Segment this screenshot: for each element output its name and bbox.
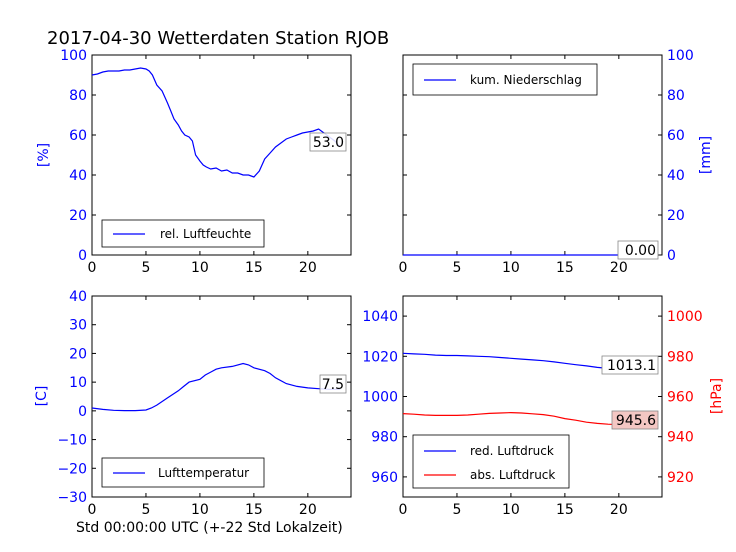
precip-value-label: 0.00 [625,243,656,259]
temperature-x-tick-label: 15 [245,502,263,518]
humidity-y-tick-label: 100 [60,48,87,64]
pressure-abs-series-line [402,411,652,426]
humidity-legend-label: rel. Luftfeuchte [160,227,251,241]
pressure-red-value-label: 1013.1 [607,358,656,374]
precip-value-box [617,240,659,260]
humidity-value-label: 53.0 [313,135,344,151]
humidity-y-tick-label: 20 [69,208,87,224]
temperature-y-tick-label: −10 [57,433,87,449]
precip-y-tick-label-right: 80 [667,88,685,104]
humidity-plot-frame [91,54,352,256]
temperature-series-line [91,362,341,412]
temperature-y-tick-label: −20 [57,461,87,477]
pressure-y-tick-label-right: 1000 [667,309,703,325]
temperature-y-tick-label: 0 [78,404,87,420]
temperature-value-box [319,374,347,394]
precip-x-tick-label: 5 [452,260,461,276]
humidity-x-tick-label: 5 [141,260,150,276]
temperature-plot-frame [91,295,352,498]
pressure-y-tick-label: 1040 [362,309,398,325]
precip-x-tick-label: 20 [610,260,628,276]
precip-y-tick-label-right: 0 [667,248,676,264]
precip-y-tick-label-right: 60 [667,128,685,144]
precip-legend-label: kum. Niederschlag [470,73,582,87]
temperature-x-tick-label: 0 [88,502,97,518]
pressure-y-tick-label-right: 920 [667,470,694,486]
pressure-y-tick-label-right: 960 [667,390,694,406]
humidity-x-tick-label: 10 [191,260,209,276]
temperature-x-tick-label: 10 [191,502,209,518]
humidity-x-tick-label: 20 [299,260,317,276]
temperature-y-tick-label: −30 [57,490,87,506]
pressure-x-tick-label: 0 [399,502,408,518]
pressure-abs-value-box [611,410,659,430]
pressure-y-tick-label: 960 [371,470,398,486]
temperature-y-tick-label: 10 [69,375,87,391]
humidity-y-axis-label: [%] [36,143,52,167]
pressure-y-tick-label: 1020 [362,349,398,365]
pressure-x-tick-label: 15 [556,502,574,518]
temperature-y-axis-label: [C] [34,386,50,407]
temperature-y-tick-label: 30 [69,318,87,334]
pressure-y-tick-label-right: 980 [667,349,694,365]
pressure-y-axis-label: [hPa] [709,378,725,414]
humidity-value-box [309,132,347,152]
figure-title: 2017-04-30 Wetterdaten Station RJOB [47,28,389,49]
precip-y-tick-label-right: 40 [667,168,685,184]
precip-y-tick-label-right: 20 [667,208,685,224]
pressure-x-tick-label: 5 [452,502,461,518]
precip-x-tick-label: 0 [399,260,408,276]
x-axis-label: Std 00:00:00 UTC (+-22 Std Lokalzeit) [76,520,343,536]
temperature-legend-label: Lufttemperatur [158,466,249,480]
humidity-x-tick-label: 15 [245,260,263,276]
humidity-y-tick-label: 0 [78,248,87,264]
pressure-x-tick-label: 20 [610,502,628,518]
pressure-red-value-box [601,355,659,375]
temperature-y-tick-label: 40 [69,289,87,305]
precip-x-tick-label: 15 [556,260,574,276]
pressure-legend-label: abs. Luftdruck [470,468,555,482]
pressure-y-tick-label: 980 [371,430,398,446]
pressure-legend-box [412,434,570,489]
humidity-x-tick-label: 0 [88,260,97,276]
temperature-y-tick-label: 20 [69,346,87,362]
temperature-x-tick-label: 5 [141,502,150,518]
precip-x-tick-label: 10 [502,260,520,276]
precip-y-axis-label: [mm] [698,136,714,174]
humidity-series-line [91,67,341,178]
precip-y-tick-label-right: 100 [667,48,694,64]
pressure-y-tick-label: 1000 [362,390,398,406]
temperature-x-tick-label: 20 [299,502,317,518]
pressure-legend-label: red. Luftdruck [470,444,554,458]
pressure-y-tick-label-right: 940 [667,430,694,446]
humidity-y-tick-label: 60 [69,128,87,144]
pressure-x-tick-label: 10 [502,502,520,518]
humidity-y-tick-label: 40 [69,168,87,184]
temperature-value-label: 7.5 [322,377,344,393]
humidity-y-tick-label: 80 [69,88,87,104]
pressure-abs-value-label: 945.6 [616,413,656,429]
